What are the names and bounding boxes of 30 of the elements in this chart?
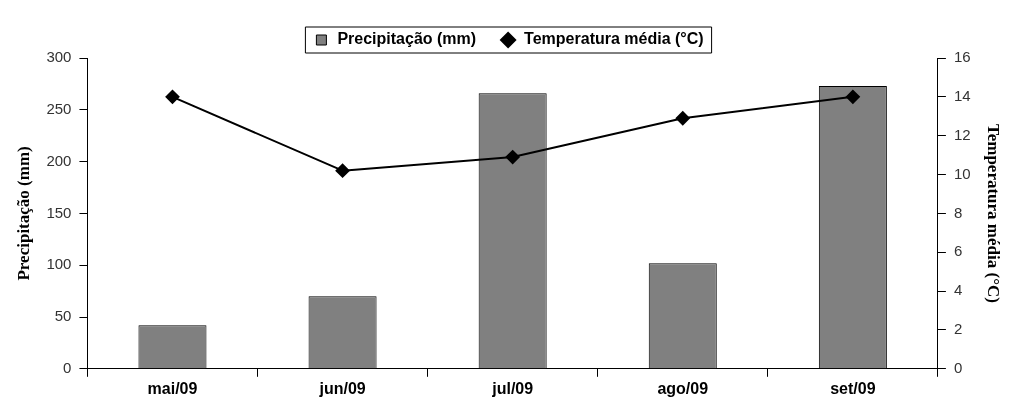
point	[165, 89, 180, 104]
y-tick-label: 200	[46, 151, 72, 169]
y2-tick-label: 4	[953, 281, 963, 299]
x-tick-label: ago/09	[657, 379, 709, 397]
point	[675, 111, 690, 126]
y-axis-title: Precipitação (mm)	[13, 146, 33, 281]
y2-tick-label: 6	[953, 242, 963, 260]
y2-axis-title: Temperatura média (°C)	[984, 123, 1004, 303]
y-tick-label: 0	[63, 358, 72, 376]
y2-tick-label: 16	[953, 48, 971, 66]
y2-tick-label: 0	[953, 358, 963, 376]
y-tick-label: 300	[46, 48, 72, 66]
point	[335, 163, 350, 178]
y-tick-label: 50	[54, 307, 72, 325]
y-tick-label: 100	[46, 255, 72, 273]
y2-tick-label: 14	[953, 86, 971, 104]
y2-tick-label: 10	[953, 164, 971, 182]
legend-label: Precipitação (mm)	[337, 30, 477, 48]
y2-tick-label: 12	[953, 125, 971, 143]
x-tick-label: set/09	[830, 379, 876, 397]
legend-label: Temperatura média (°C)	[524, 30, 704, 48]
point	[505, 150, 520, 165]
x-tick-label: jun/09	[318, 379, 366, 397]
x-tick-label: mai/09	[147, 379, 198, 397]
y2-tick-label: 2	[953, 320, 963, 338]
y-tick-label: 250	[46, 99, 72, 117]
y2-tick-label: 8	[953, 203, 963, 221]
x-tick-label: jul/09	[491, 379, 534, 397]
point	[845, 89, 860, 104]
y-tick-label: 150	[46, 203, 72, 221]
